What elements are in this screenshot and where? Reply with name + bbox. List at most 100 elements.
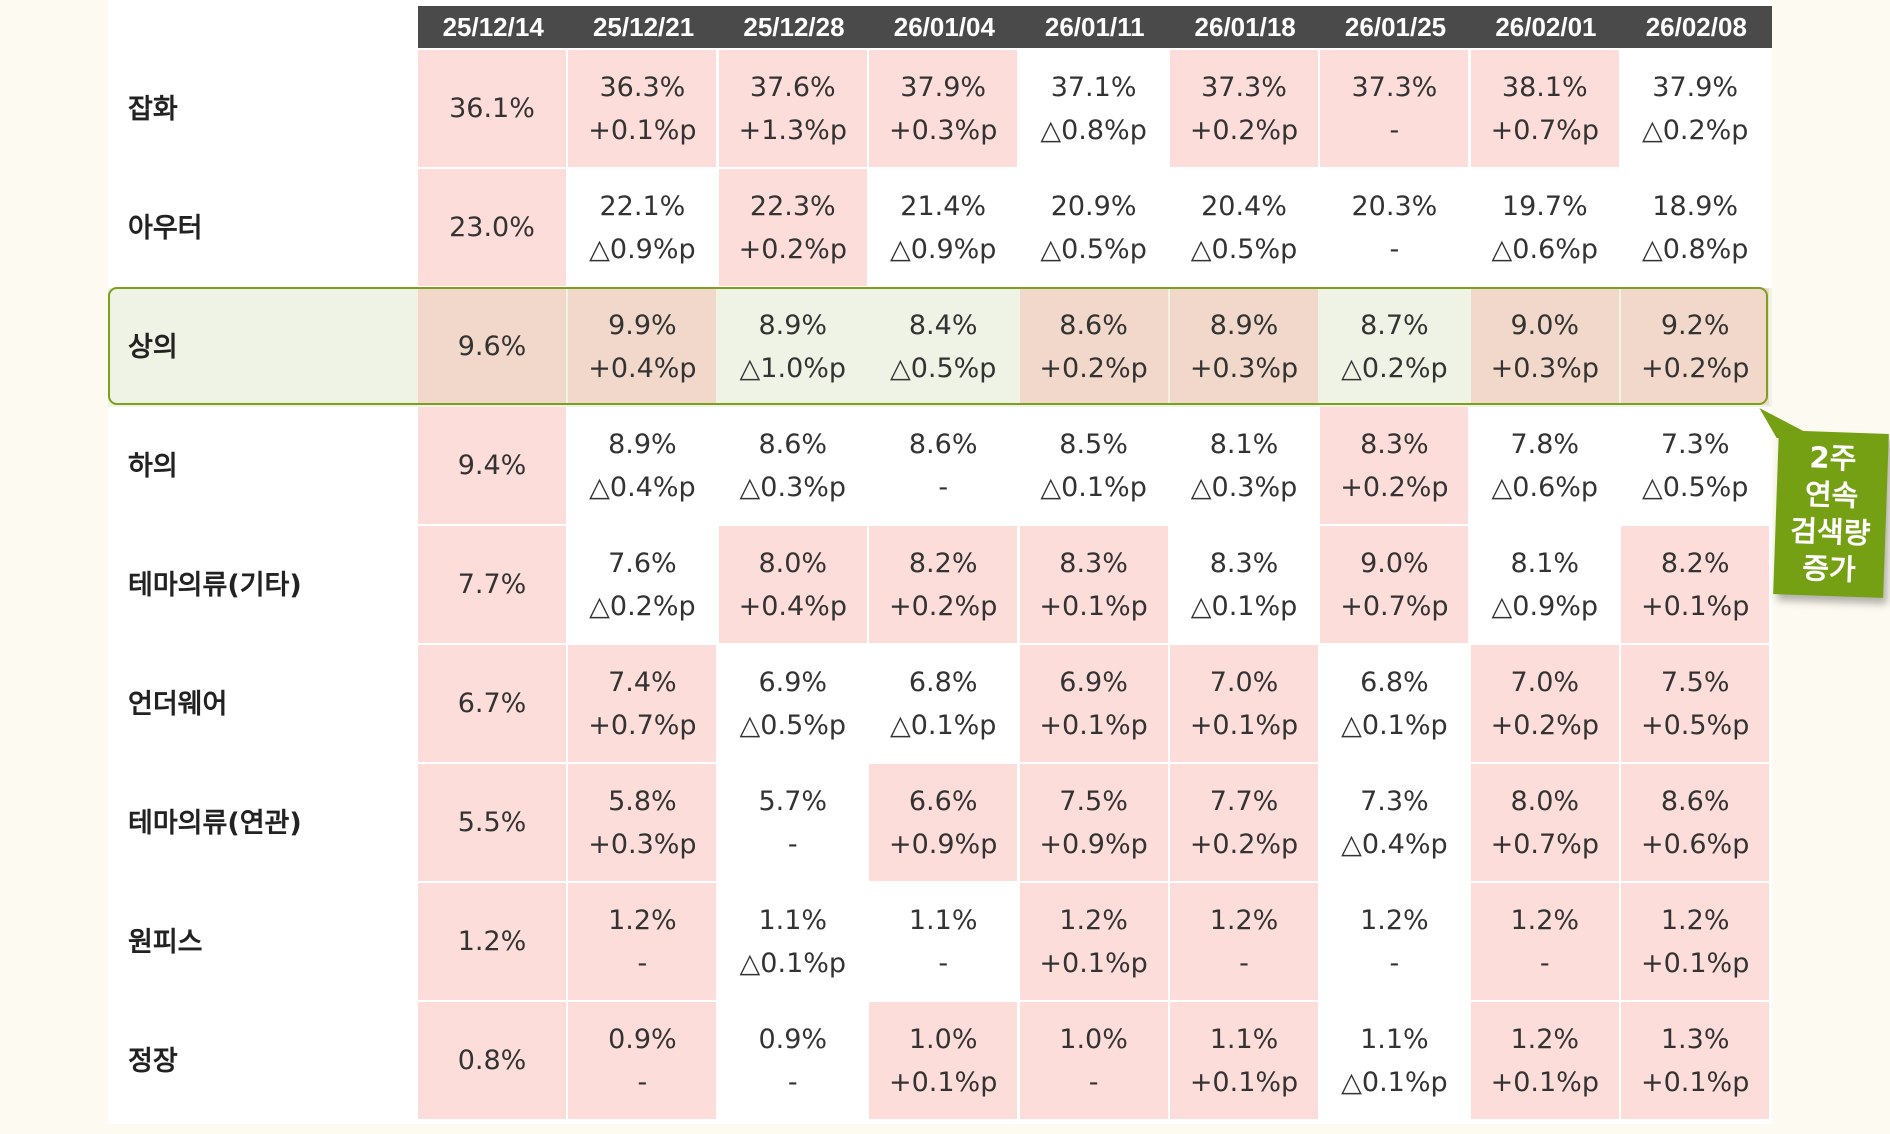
cell-change: +0.3%p [889, 114, 998, 146]
table-cell: 7.7% +0.2%p [1170, 764, 1318, 881]
cell-change: +0.1%p [1490, 1066, 1599, 1098]
cell-value: 0.8% [457, 1045, 527, 1076]
table-cell: 0.9% - [568, 1002, 717, 1119]
cell-change: △0.3%p [1190, 471, 1298, 503]
column-header: 25/12/21 [592, 12, 695, 42]
table-cell: 6.9% +0.1%p [1019, 645, 1168, 762]
table-cell: 37.9% △0.2%p [1621, 50, 1769, 167]
table-cell: 23.0% [418, 169, 566, 286]
table-cell: 8.3% +0.1%p [1019, 526, 1168, 643]
cell-change: - [1389, 114, 1400, 146]
table-cell: 7.8% △0.6%p [1471, 407, 1619, 524]
table-cell: 8.2% +0.1%p [1621, 526, 1770, 643]
cell-value: 8.9% [1209, 309, 1279, 341]
cell-change: +0.1%p [1039, 709, 1148, 741]
cell-change: - [1389, 947, 1400, 979]
table-cell: 8.1% △0.9%p [1471, 526, 1619, 643]
cell-value: 8.2% [908, 547, 978, 579]
table-cell: 20.3% - [1320, 169, 1468, 286]
cell-change: +0.3%p [1490, 352, 1599, 384]
cell-change: - [787, 1066, 798, 1098]
cell-change: +0.1%p [588, 114, 697, 146]
cell-change: +0.4%p [588, 352, 697, 384]
table-cell: 8.3% +0.2%p [1320, 407, 1469, 524]
cell-change: △0.9%p [1491, 590, 1599, 622]
cell-change: △0.5%p [1190, 233, 1298, 265]
table-cell: 38.1% +0.7%p [1470, 50, 1619, 167]
cell-change: +0.1%p [1641, 947, 1750, 979]
cell-change: +0.7%p [1490, 114, 1599, 146]
table-cell: 1.2% +0.1%p [1470, 1002, 1619, 1119]
cell-value: 21.4% [900, 190, 987, 222]
table-cell: 9.6% [418, 288, 566, 405]
cell-value: 5.7% [758, 785, 828, 817]
table-cell: 21.4% △0.9%p [869, 169, 1017, 286]
cell-change: △0.5%p [739, 709, 847, 741]
table-row: 정장 0.8% 0.9% - 0.9% - 1.0% +0.1%p 1.0% - 1.1% +0.1%… [108, 1002, 1772, 1121]
table-cell: 7.5% +0.5%p [1621, 645, 1770, 762]
cell-change: +0.1%p [889, 1066, 998, 1098]
table-cell: 5.7% - [719, 764, 867, 881]
table-cell: 1.3% +0.1%p [1621, 1002, 1770, 1119]
table-cell: 7.0% +0.2%p [1470, 645, 1619, 762]
cell-value: 8.3% [1360, 428, 1429, 460]
cell-change: △0.2%p [1641, 114, 1749, 146]
cell-change: +0.9%p [889, 828, 998, 860]
table-cell: 9.9% +0.4%p [568, 288, 717, 405]
cell-change: +0.2%p [889, 590, 998, 622]
cell-value: 37.3% [1201, 71, 1287, 103]
table-cell: 8.1% △0.3%p [1170, 407, 1318, 524]
table-cell: 7.7% [418, 526, 566, 643]
cell-value: 1.2% [1059, 904, 1128, 936]
row-label: 상의 [128, 332, 178, 363]
cell-change: +0.1%p [1189, 1066, 1299, 1098]
cell-change: - [938, 471, 949, 503]
row-label: 테마의류(연관) [128, 808, 302, 839]
row-label: 언더웨어 [128, 689, 228, 720]
callout-line-2: 검색량 증가 [1789, 513, 1871, 587]
table-cell: 37.3% - [1320, 50, 1469, 167]
table-cell: 7.0% +0.1%p [1170, 645, 1318, 762]
table-row: 언더웨어 6.7% 7.4% +0.7%p 6.9% △0.5%p 6.8% △0.1%p 6.… [108, 645, 1772, 764]
table-cell: 0.8% [418, 1002, 566, 1119]
cell-value: 8.4% [908, 309, 978, 341]
cell-change: - [787, 828, 798, 860]
cell-value: 8.1% [1510, 547, 1580, 579]
cell-value: 37.9% [900, 71, 987, 103]
table-cell: 8.4% △0.5%p [869, 288, 1017, 405]
cell-value: 7.8% [1510, 428, 1580, 460]
cell-value: 1.1% [908, 904, 978, 936]
table-cell: 9.2% +0.2%p [1621, 288, 1770, 405]
cell-value: 22.3% [749, 190, 836, 222]
cell-value: 37.9% [1652, 71, 1739, 103]
cell-value: 7.0% [1510, 666, 1580, 698]
table-cell: 19.7% △0.6%p [1471, 169, 1619, 286]
table-cell: 37.9% +0.3%p [869, 50, 1018, 167]
cell-value: 23.0% [449, 212, 535, 243]
cell-change: +0.4%p [738, 590, 847, 622]
table-cell: 1.0% +0.1%p [869, 1002, 1018, 1119]
table-row: 잡화 36.1% 36.3% +0.1%p 37.6% +1.3%p 37.9% +0.3%p… [108, 50, 1772, 169]
cell-value: 6.9% [1059, 666, 1128, 698]
cell-value: 7.4% [608, 666, 677, 698]
cell-change: △0.1%p [889, 709, 997, 741]
cell-value: 8.9% [758, 309, 828, 341]
cell-value: 36.1% [449, 93, 535, 124]
table-cell: 6.7% [418, 645, 566, 762]
row-label: 잡화 [128, 94, 178, 125]
cell-value: 1.1% [1209, 1023, 1279, 1055]
cell-value: 37.6% [749, 71, 836, 103]
table-cell: 8.0% +0.7%p [1470, 764, 1619, 881]
cell-value: 1.2% [1510, 1023, 1580, 1055]
cell-value: 6.8% [908, 666, 978, 698]
cell-value: 8.6% [1059, 309, 1128, 341]
table-cell: 8.6% - [869, 407, 1017, 524]
cell-value: 7.6% [608, 547, 677, 579]
cell-value: 8.6% [758, 428, 828, 460]
cell-value: 5.5% [457, 807, 527, 838]
cell-value: 6.9% [758, 666, 828, 698]
cell-change: △0.1%p [1341, 1066, 1448, 1098]
table-cell: 1.1% +0.1%p [1170, 1002, 1318, 1119]
cell-value: 1.1% [758, 904, 828, 936]
column-header: 25/12/28 [743, 12, 845, 42]
